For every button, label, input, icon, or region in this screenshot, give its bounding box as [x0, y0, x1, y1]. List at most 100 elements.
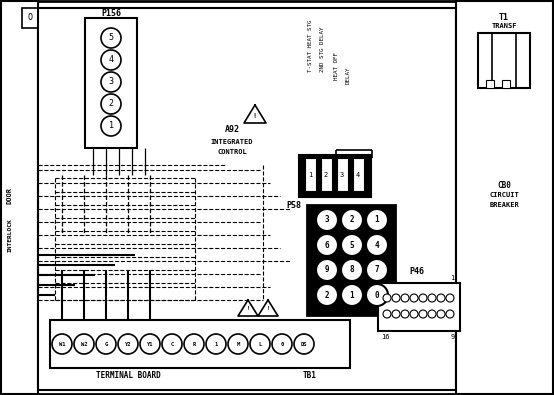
- Text: 16: 16: [381, 334, 389, 340]
- Circle shape: [101, 72, 121, 92]
- Bar: [85, 18, 137, 148]
- Bar: [50, 320, 350, 368]
- Circle shape: [401, 310, 409, 318]
- Circle shape: [96, 334, 116, 354]
- Circle shape: [428, 310, 436, 318]
- Bar: [456, 1, 553, 394]
- Text: CIRCUIT: CIRCUIT: [489, 192, 519, 198]
- Bar: [337, 158, 348, 191]
- Text: Y1: Y1: [147, 342, 153, 346]
- Polygon shape: [244, 105, 266, 123]
- Text: HEAT OFF: HEAT OFF: [334, 52, 338, 80]
- Circle shape: [272, 334, 292, 354]
- Circle shape: [101, 50, 121, 70]
- Circle shape: [206, 334, 226, 354]
- Text: TRANSF: TRANSF: [491, 23, 517, 29]
- Circle shape: [383, 310, 391, 318]
- Circle shape: [410, 310, 418, 318]
- Text: !: !: [266, 307, 270, 312]
- Text: 3: 3: [340, 172, 344, 178]
- Circle shape: [101, 28, 121, 48]
- Circle shape: [392, 294, 400, 302]
- Circle shape: [316, 259, 338, 281]
- Text: W2: W2: [81, 342, 87, 346]
- Text: M: M: [237, 342, 240, 346]
- Bar: [378, 283, 460, 331]
- Text: 9: 9: [451, 334, 455, 340]
- Text: 2: 2: [350, 216, 355, 224]
- Circle shape: [74, 334, 94, 354]
- Text: INTERLOCK: INTERLOCK: [8, 218, 13, 252]
- Text: P46: P46: [409, 267, 424, 276]
- Text: L: L: [258, 342, 261, 346]
- Circle shape: [162, 334, 182, 354]
- Text: 5: 5: [109, 34, 114, 43]
- Bar: [38, 8, 456, 390]
- Bar: [22, 8, 38, 28]
- Text: W1: W1: [59, 342, 65, 346]
- Circle shape: [366, 259, 388, 281]
- Circle shape: [316, 284, 338, 306]
- Text: O: O: [28, 13, 33, 23]
- Circle shape: [341, 259, 363, 281]
- Circle shape: [446, 310, 454, 318]
- Circle shape: [52, 334, 72, 354]
- Text: CONTROL: CONTROL: [217, 149, 247, 155]
- Bar: [478, 33, 530, 88]
- Text: INTEGRATED: INTEGRATED: [211, 139, 253, 145]
- Circle shape: [446, 294, 454, 302]
- Text: G: G: [104, 342, 107, 346]
- Text: BREAKER: BREAKER: [489, 202, 519, 208]
- Text: 2ND STG DELAY: 2ND STG DELAY: [321, 26, 326, 72]
- Text: C: C: [171, 342, 173, 346]
- Circle shape: [316, 209, 338, 231]
- Text: 4: 4: [356, 172, 360, 178]
- Text: 1: 1: [450, 275, 454, 281]
- Circle shape: [341, 209, 363, 231]
- Text: 1: 1: [308, 172, 312, 178]
- Bar: [502, 80, 510, 88]
- Text: 2: 2: [324, 172, 328, 178]
- Circle shape: [294, 334, 314, 354]
- Text: DELAY: DELAY: [346, 66, 351, 84]
- Text: 4: 4: [109, 56, 114, 64]
- Text: 0: 0: [375, 290, 379, 299]
- Text: 8: 8: [350, 265, 355, 275]
- Polygon shape: [238, 300, 258, 316]
- Text: 4: 4: [375, 241, 379, 250]
- Circle shape: [383, 294, 391, 302]
- Text: 1: 1: [109, 122, 114, 130]
- Circle shape: [419, 294, 427, 302]
- Text: 0: 0: [280, 342, 284, 346]
- Text: 1: 1: [350, 290, 355, 299]
- Bar: [321, 158, 332, 191]
- Circle shape: [250, 334, 270, 354]
- Text: 8: 8: [386, 275, 390, 281]
- Bar: [305, 158, 316, 191]
- Text: !: !: [247, 307, 250, 312]
- Circle shape: [341, 234, 363, 256]
- Polygon shape: [258, 300, 278, 316]
- Text: P58: P58: [286, 201, 301, 209]
- Text: A92: A92: [224, 126, 239, 135]
- Circle shape: [118, 334, 138, 354]
- Text: !: !: [253, 113, 257, 119]
- Text: 9: 9: [325, 265, 329, 275]
- Circle shape: [184, 334, 204, 354]
- Circle shape: [428, 294, 436, 302]
- Circle shape: [140, 334, 160, 354]
- Text: 2: 2: [325, 290, 329, 299]
- Bar: [486, 80, 494, 88]
- Text: R: R: [192, 342, 196, 346]
- Circle shape: [228, 334, 248, 354]
- Circle shape: [316, 234, 338, 256]
- Circle shape: [366, 234, 388, 256]
- Text: Y2: Y2: [125, 342, 131, 346]
- Text: 2: 2: [109, 100, 114, 109]
- Text: 3: 3: [109, 77, 114, 87]
- Text: 7: 7: [375, 265, 379, 275]
- Circle shape: [437, 310, 445, 318]
- Text: TB1: TB1: [303, 371, 317, 380]
- Text: 1: 1: [214, 342, 218, 346]
- Text: 6: 6: [325, 241, 329, 250]
